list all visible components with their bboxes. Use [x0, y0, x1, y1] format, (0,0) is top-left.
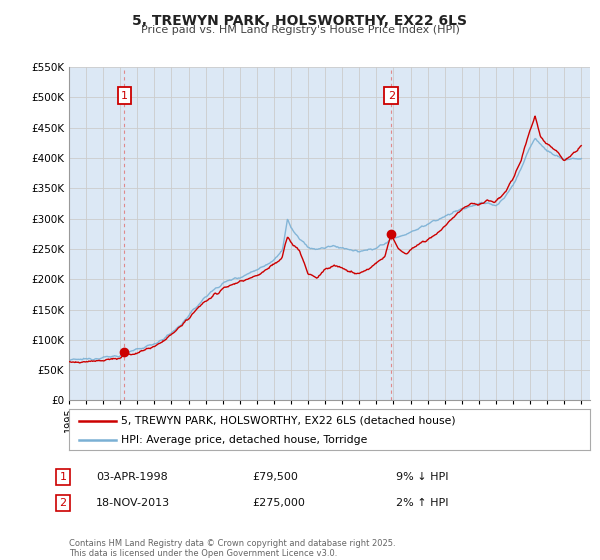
Text: 2: 2 [388, 91, 395, 101]
Text: 1: 1 [59, 472, 67, 482]
Text: 03-APR-1998: 03-APR-1998 [96, 472, 168, 482]
Text: 18-NOV-2013: 18-NOV-2013 [96, 498, 170, 508]
Text: 5, TREWYN PARK, HOLSWORTHY, EX22 6LS (detached house): 5, TREWYN PARK, HOLSWORTHY, EX22 6LS (de… [121, 416, 456, 426]
Text: 1: 1 [121, 91, 128, 101]
Text: £275,000: £275,000 [252, 498, 305, 508]
Text: Price paid vs. HM Land Registry's House Price Index (HPI): Price paid vs. HM Land Registry's House … [140, 25, 460, 35]
Text: 2: 2 [59, 498, 67, 508]
Text: HPI: Average price, detached house, Torridge: HPI: Average price, detached house, Torr… [121, 435, 367, 445]
Text: 9% ↓ HPI: 9% ↓ HPI [396, 472, 449, 482]
Text: Contains HM Land Registry data © Crown copyright and database right 2025.
This d: Contains HM Land Registry data © Crown c… [69, 539, 395, 558]
Text: 2% ↑ HPI: 2% ↑ HPI [396, 498, 449, 508]
Text: 5, TREWYN PARK, HOLSWORTHY, EX22 6LS: 5, TREWYN PARK, HOLSWORTHY, EX22 6LS [133, 14, 467, 28]
Text: £79,500: £79,500 [252, 472, 298, 482]
